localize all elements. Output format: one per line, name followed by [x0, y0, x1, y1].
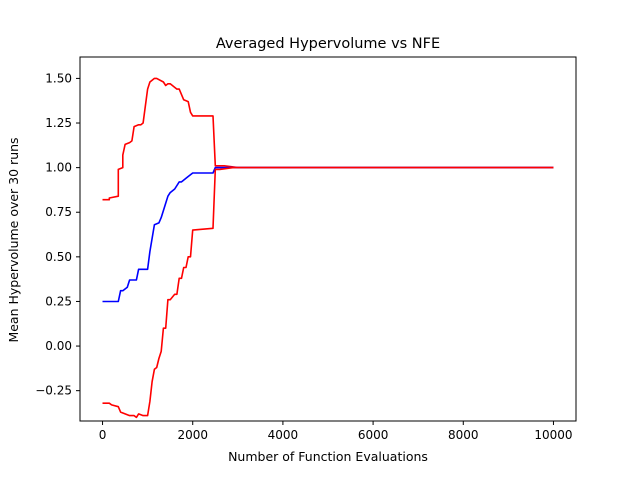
y-tick-label: −0.25 [35, 384, 72, 398]
plot-frame [79, 56, 577, 422]
x-tick-label: 0 [99, 428, 107, 442]
series-line-3 [102, 166, 554, 419]
chart-title: Averaged Hypervolume vs NFE [216, 36, 440, 52]
y-tick-label: 1.25 [45, 116, 72, 130]
x-axis-label: Number of Function Evaluations [228, 449, 428, 464]
y-tick-label: 0.75 [45, 205, 72, 219]
y-tick-label: 1.00 [45, 161, 72, 175]
y-tick-label: 0.25 [45, 294, 72, 308]
series-line-1 [102, 77, 554, 201]
y-axis-ticks: −0.25 0.00 0.25 0.50 0.75 1.00 1.25 1.50 [35, 71, 80, 398]
x-tick-label: 8000 [448, 428, 479, 442]
x-tick-label: 6000 [358, 428, 389, 442]
x-tick-label: 4000 [268, 428, 299, 442]
series-layer [102, 77, 554, 419]
y-tick-label: 0.50 [45, 250, 72, 264]
x-tick-label: 2000 [177, 428, 208, 442]
y-tick-label: 1.50 [45, 71, 72, 85]
x-tick-label: 10000 [534, 428, 572, 442]
series-line-2 [102, 166, 554, 303]
x-axis-ticks: 0 2000 4000 6000 8000 10000 [99, 421, 573, 442]
y-axis-label: Mean Hypervolume over 30 runs [6, 137, 21, 342]
y-tick-label: 0.00 [45, 339, 72, 353]
